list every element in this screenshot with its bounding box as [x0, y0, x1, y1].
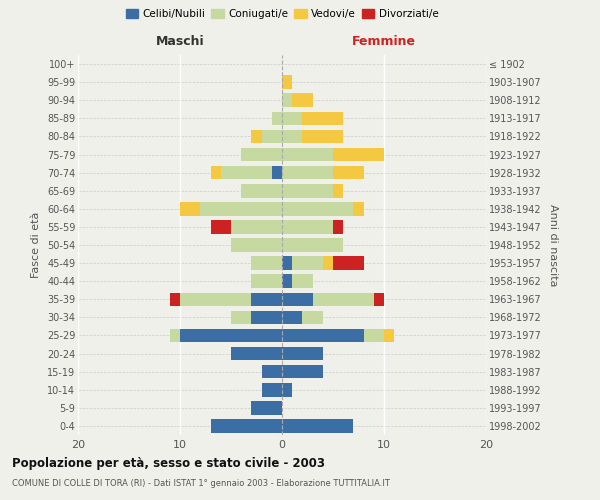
Text: Popolazione per età, sesso e stato civile - 2003: Popolazione per età, sesso e stato civil…	[12, 458, 325, 470]
Bar	[251, 292, 282, 306]
Y-axis label: Fasce di età: Fasce di età	[31, 212, 41, 278]
Bar	[180, 292, 251, 306]
Bar	[302, 112, 343, 125]
Bar	[251, 256, 282, 270]
Bar	[262, 130, 282, 143]
Bar	[200, 202, 282, 215]
Bar	[231, 310, 251, 324]
Bar	[302, 310, 323, 324]
Bar	[374, 292, 384, 306]
Bar	[272, 112, 282, 125]
Bar	[170, 328, 180, 342]
Bar	[282, 94, 292, 107]
Bar	[282, 383, 292, 396]
Bar	[282, 148, 333, 162]
Bar	[384, 328, 394, 342]
Bar	[170, 292, 180, 306]
Bar	[180, 328, 282, 342]
Bar	[282, 365, 323, 378]
Bar	[282, 310, 302, 324]
Text: Maschi: Maschi	[155, 35, 205, 48]
Bar	[364, 328, 384, 342]
Bar	[333, 166, 364, 179]
Bar	[282, 166, 333, 179]
Bar	[282, 238, 343, 252]
Bar	[211, 220, 231, 234]
Bar	[333, 220, 343, 234]
Bar	[282, 347, 323, 360]
Text: Femmine: Femmine	[352, 35, 416, 48]
Bar	[302, 130, 343, 143]
Bar	[282, 292, 313, 306]
Y-axis label: Anni di nascita: Anni di nascita	[548, 204, 559, 286]
Bar	[231, 347, 282, 360]
Bar	[282, 256, 292, 270]
Text: COMUNE DI COLLE DI TORA (RI) - Dati ISTAT 1° gennaio 2003 - Elaborazione TUTTITA: COMUNE DI COLLE DI TORA (RI) - Dati ISTA…	[12, 479, 390, 488]
Bar	[282, 130, 302, 143]
Bar	[282, 274, 292, 288]
Bar	[241, 184, 282, 198]
Bar	[282, 202, 353, 215]
Bar	[211, 166, 221, 179]
Bar	[292, 256, 323, 270]
Bar	[282, 76, 292, 89]
Bar	[282, 184, 333, 198]
Bar	[333, 256, 364, 270]
Bar	[180, 202, 200, 215]
Bar	[282, 112, 302, 125]
Bar	[231, 220, 282, 234]
Bar	[262, 365, 282, 378]
Bar	[251, 274, 282, 288]
Bar	[231, 238, 282, 252]
Bar	[282, 328, 364, 342]
Bar	[272, 166, 282, 179]
Bar	[262, 383, 282, 396]
Bar	[251, 310, 282, 324]
Bar	[251, 401, 282, 414]
Bar	[211, 419, 282, 432]
Bar	[292, 94, 313, 107]
Bar	[313, 292, 374, 306]
Bar	[353, 202, 364, 215]
Bar	[333, 148, 384, 162]
Bar	[282, 419, 353, 432]
Bar	[282, 220, 333, 234]
Bar	[292, 274, 313, 288]
Bar	[251, 130, 262, 143]
Bar	[241, 148, 282, 162]
Bar	[221, 166, 272, 179]
Bar	[333, 184, 343, 198]
Bar	[323, 256, 333, 270]
Legend: Celibi/Nubili, Coniugati/e, Vedovi/e, Divorziati/e: Celibi/Nubili, Coniugati/e, Vedovi/e, Di…	[121, 5, 443, 24]
